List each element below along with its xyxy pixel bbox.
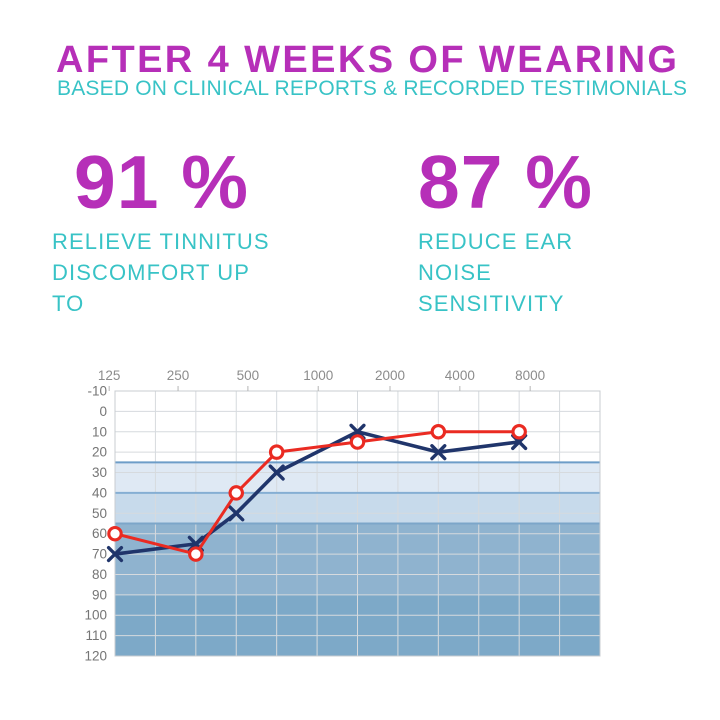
y-axis-label: 10 xyxy=(92,424,107,439)
stat-value: 87 % xyxy=(418,140,593,224)
y-axis-label: 0 xyxy=(99,404,107,419)
y-axis-label: 40 xyxy=(92,485,107,500)
y-axis-label: 70 xyxy=(92,547,107,562)
page-subtitle: BASED ON CLINICAL REPORTS & RECORDED TES… xyxy=(57,77,688,100)
chart-band-edges xyxy=(115,461,600,525)
circle-marker xyxy=(349,434,366,450)
stat-label-line: NOISE xyxy=(418,260,492,285)
stat-label-line: REDUCE EAR xyxy=(418,229,574,254)
y-axis-label: 60 xyxy=(92,526,107,541)
x-axis-label: 4000 xyxy=(445,368,475,383)
y-axis-label: 30 xyxy=(92,465,107,480)
circle-marker xyxy=(430,424,447,440)
circle-marker xyxy=(188,546,204,562)
x-axis-label: 250 xyxy=(167,368,190,383)
y-axis-label: 110 xyxy=(85,628,107,643)
circle-marker xyxy=(268,444,285,460)
x-axis-label: 125 xyxy=(98,368,121,383)
stat-value: 91 % xyxy=(74,140,249,224)
x-marker xyxy=(268,464,285,481)
x-axis-label: 8000 xyxy=(515,368,545,383)
stat-relieve-tinnitus: 91 % RELIEVE TINNITUS DISCOMFORT UP TO xyxy=(52,145,270,319)
y-axis-label: 100 xyxy=(84,608,107,623)
stat-label: RELIEVE TINNITUS DISCOMFORT UP TO xyxy=(52,226,270,319)
audiogram-svg: 125 250 500 1000 2000 4000 8000 -10 0 10 20 30 40 50 6… xyxy=(84,368,601,664)
x-axis-label: 500 xyxy=(237,368,260,383)
stat-label-line: DISCOMFORT UP xyxy=(52,260,251,285)
x-axis-label: 1000 xyxy=(303,368,333,383)
y-axis-label: 90 xyxy=(92,587,107,602)
y-axis-label: 20 xyxy=(92,445,107,460)
circle-marker xyxy=(107,525,123,542)
audiogram-section: 125 250 500 1000 2000 4000 8000 -10 0 10 20 30 40 50 6… xyxy=(70,352,620,670)
stat-label: REDUCE EAR NOISE SENSITIVITY xyxy=(418,226,593,319)
stat-label-line: RELIEVE TINNITUS xyxy=(52,229,270,254)
y-axis-label: 50 xyxy=(92,506,107,521)
circle-marker xyxy=(511,424,527,440)
stat-label-line: TO xyxy=(52,291,85,316)
x-marker xyxy=(228,505,245,522)
x-axis: 125 250 500 1000 2000 4000 8000 xyxy=(98,368,545,391)
plot-border xyxy=(114,390,601,657)
x-marker xyxy=(106,545,124,563)
y-axis: -10 0 10 20 30 40 50 60 70 80 90 100 110 120 xyxy=(84,384,107,664)
x-marker xyxy=(430,444,447,461)
stat-reduce-sensitivity: 87 % REDUCE EAR NOISE SENSITIVITY xyxy=(418,145,593,319)
y-axis-label: 80 xyxy=(92,567,107,582)
series-red-circle xyxy=(107,424,527,562)
x-axis-label: 2000 xyxy=(375,368,405,383)
page-title: AFTER 4 WEEKS OF WEARING xyxy=(56,39,680,81)
y-axis-label: 120 xyxy=(84,649,107,664)
circle-marker xyxy=(228,485,245,501)
stat-label-line: SENSITIVITY xyxy=(418,291,565,316)
y-axis-label: -10 xyxy=(87,384,107,399)
